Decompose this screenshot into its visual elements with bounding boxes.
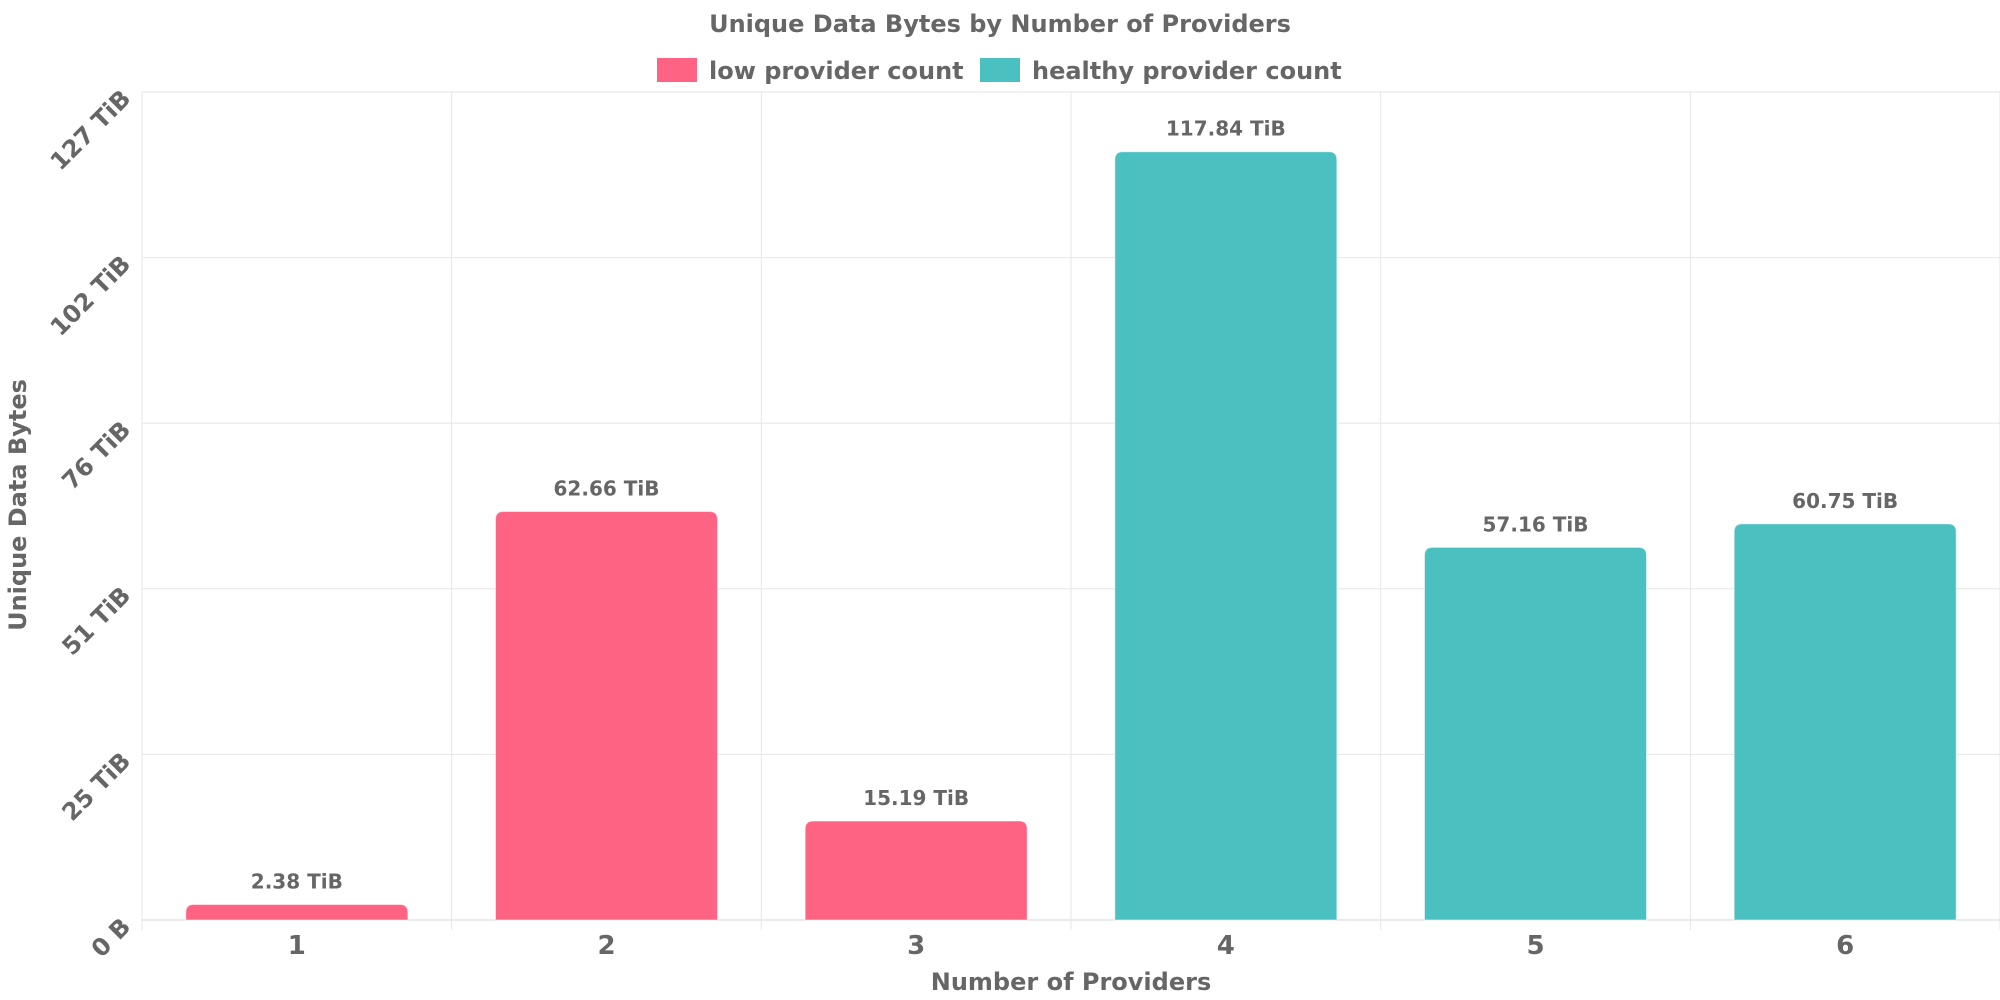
x-tick-label: 4 bbox=[1217, 931, 1235, 961]
x-tick-label: 6 bbox=[1836, 931, 1854, 961]
y-tick-label: 76 TiB bbox=[57, 416, 137, 496]
x-tick-label: 1 bbox=[288, 931, 306, 961]
bar-4[interactable] bbox=[1114, 151, 1338, 921]
chart-title: Unique Data Bytes by Number of Providers bbox=[709, 10, 1291, 38]
legend-swatch bbox=[657, 58, 697, 82]
grid-lines bbox=[141, 91, 2000, 930]
bar-value-label: 62.66 TiB bbox=[554, 476, 660, 500]
bar-value-label: 15.19 TiB bbox=[863, 786, 969, 810]
y-tick-label: 25 TiB bbox=[57, 747, 137, 827]
bar-value-label: 60.75 TiB bbox=[1792, 489, 1898, 513]
bar-5[interactable] bbox=[1424, 546, 1647, 921]
legend-item-low[interactable]: low provider count bbox=[657, 57, 964, 85]
x-tick-label: 2 bbox=[597, 931, 615, 961]
bar-value-label: 57.16 TiB bbox=[1483, 512, 1589, 536]
y-tick-label: 127 TiB bbox=[45, 84, 136, 175]
y-tick-label: 51 TiB bbox=[57, 581, 137, 661]
y-tick-label: 0 B bbox=[86, 912, 136, 962]
bar-value-label: 117.84 TiB bbox=[1166, 117, 1286, 141]
bar-2[interactable] bbox=[495, 510, 718, 921]
y-axis-title: Unique Data Bytes bbox=[4, 379, 32, 631]
x-tick-label: 3 bbox=[907, 931, 925, 961]
y-tick-label: 102 TiB bbox=[45, 250, 136, 341]
bar-3[interactable] bbox=[804, 820, 1028, 921]
bar-6[interactable] bbox=[1733, 523, 1957, 921]
bar-1[interactable] bbox=[185, 903, 409, 921]
x-tick-label: 5 bbox=[1526, 931, 1544, 961]
legend-swatch bbox=[980, 58, 1020, 82]
x-axis-title: Number of Providers bbox=[931, 968, 1211, 996]
bars: 2.38 TiB 62.66 TiB 15.19 TiB 117.84 TiB 57.1… bbox=[185, 117, 1957, 921]
bar-value-label: 2.38 TiB bbox=[251, 869, 343, 893]
legend-item-healthy[interactable]: healthy provider count bbox=[980, 57, 1342, 85]
legend[interactable]: low provider count healthy provider count bbox=[657, 57, 1342, 85]
legend-label: low provider count bbox=[709, 57, 964, 85]
legend-label: healthy provider count bbox=[1032, 57, 1342, 85]
